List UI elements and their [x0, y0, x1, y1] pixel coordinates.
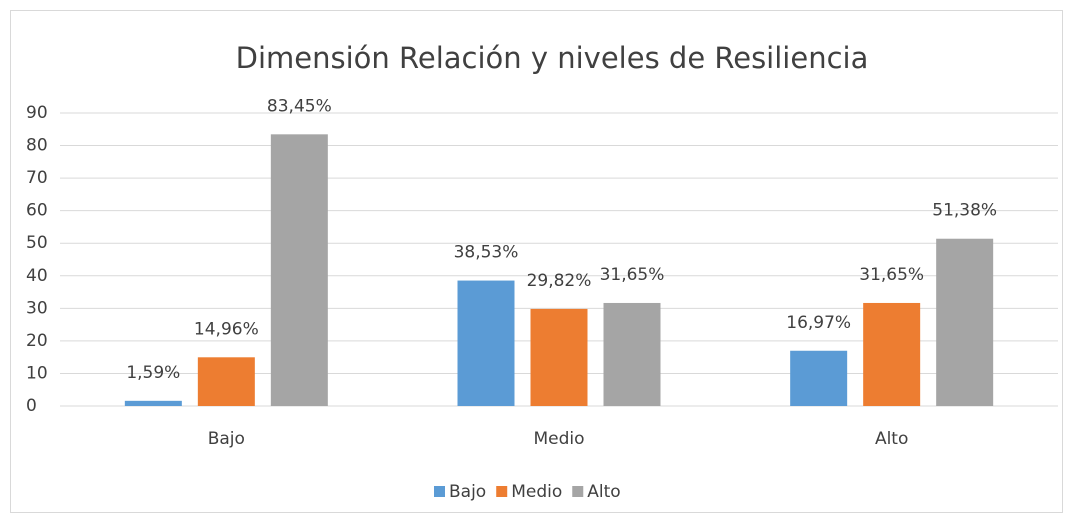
- bar: [603, 302, 661, 406]
- value-label: 29,82%: [527, 271, 592, 291]
- x-tick-label: Medio: [533, 429, 584, 449]
- bar: [863, 302, 921, 406]
- y-tick-label: 60: [26, 201, 48, 221]
- value-label: 83,45%: [267, 96, 332, 116]
- y-tick-label: 30: [26, 298, 48, 318]
- legend-swatch: [496, 486, 508, 497]
- y-tick-label: 70: [26, 168, 48, 188]
- y-tick-label: 0: [26, 396, 37, 416]
- value-label: 16,97%: [786, 313, 851, 333]
- value-label: 31,65%: [859, 265, 924, 285]
- chart-title: Dimensión Relación y niveles de Resilien…: [236, 41, 869, 75]
- value-label: 14,96%: [194, 319, 259, 339]
- bar: [197, 357, 255, 406]
- legend-label: Bajo: [449, 482, 486, 502]
- x-tick-label: Alto: [875, 429, 908, 449]
- y-tick-label: 40: [26, 266, 48, 286]
- bar: [790, 350, 848, 406]
- value-label: 51,38%: [932, 201, 997, 221]
- value-label: 1,59%: [126, 363, 180, 383]
- y-tick-label: 80: [26, 136, 48, 156]
- value-label: 38,53%: [454, 243, 519, 263]
- y-tick-label: 10: [26, 363, 48, 383]
- y-tick-label: 20: [26, 331, 48, 351]
- bar: [936, 238, 994, 406]
- legend-label: Medio: [511, 482, 562, 502]
- bar: [124, 400, 182, 406]
- bar: [530, 308, 588, 406]
- x-tick-label: Bajo: [208, 429, 245, 449]
- value-label: 31,65%: [600, 265, 665, 285]
- y-tick-label: 50: [26, 233, 48, 253]
- y-tick-label: 90: [26, 103, 48, 123]
- chart-border: [10, 10, 1063, 513]
- bar: [457, 280, 515, 406]
- legend-swatch: [572, 486, 584, 497]
- legend-swatch: [434, 486, 445, 497]
- bar: [270, 134, 328, 406]
- legend-label: Alto: [587, 482, 620, 502]
